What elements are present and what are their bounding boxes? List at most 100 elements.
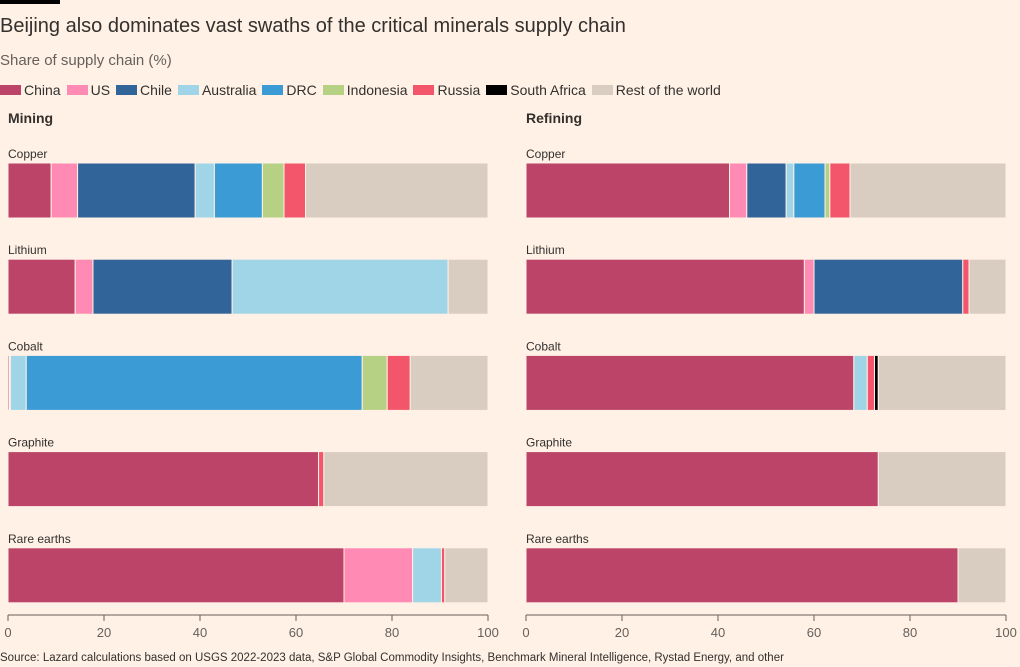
mining-bar-segment	[25, 354, 363, 411]
legend-item: Chile	[116, 82, 172, 98]
x-tick-label: 60	[289, 625, 303, 640]
category-label: Cobalt	[8, 339, 43, 353]
refining-bar-segment	[525, 451, 879, 508]
refining-bar-segment	[813, 258, 964, 315]
refining-bar-segment	[962, 258, 970, 315]
mining-bar-segment	[9, 354, 27, 411]
legend-label: Australia	[201, 82, 257, 98]
legend-label: US	[90, 82, 111, 98]
refining-bar-segment	[525, 354, 855, 411]
refining-bar-segment	[525, 547, 959, 604]
legend-swatch	[591, 85, 613, 95]
x-tick-label: 0	[522, 625, 529, 640]
legend-label: Russia	[437, 82, 481, 98]
mining-bar-segment	[7, 547, 345, 604]
mining-bar-segment	[7, 451, 320, 508]
legend-label: DRC	[286, 82, 317, 98]
legend-swatch	[262, 85, 284, 95]
x-tick-label: 80	[903, 625, 917, 640]
x-tick-label: 100	[995, 625, 1017, 640]
legend-item: US	[66, 82, 111, 98]
refining-bar-segment	[853, 354, 868, 411]
refining-bar-segment	[877, 451, 1007, 508]
category-label: Rare earths	[526, 532, 589, 546]
mining-bar-segment	[343, 547, 414, 604]
category-label: Copper	[526, 147, 565, 161]
refining-bar-segment	[785, 162, 795, 219]
mining-bar-segment	[318, 451, 325, 508]
panel-title-mining: Mining	[8, 110, 54, 126]
legend-swatch	[413, 85, 435, 95]
refining-bar-segment	[866, 354, 875, 411]
legend-swatch	[116, 85, 138, 95]
category-label: Copper	[8, 147, 47, 161]
legend-label: Chile	[140, 82, 172, 98]
refining-bar-segment	[824, 162, 831, 219]
refining-bar-segment	[746, 162, 787, 219]
mining-bar-segment	[77, 162, 196, 219]
mining-bar-segment	[305, 162, 489, 219]
legend-item: Rest of the world	[591, 82, 721, 98]
mining-bar-segment	[231, 258, 449, 315]
x-tick-label: 40	[711, 625, 725, 640]
legend-item: Indonesia	[322, 82, 408, 98]
mining-bar-segment	[92, 258, 233, 315]
refining-bar-segment	[525, 162, 731, 219]
mining-bar-segment	[409, 354, 489, 411]
category-label: Graphite	[8, 436, 54, 450]
source-note: Source: Lazard calculations based on USG…	[0, 652, 784, 664]
legend-label: China	[24, 82, 61, 98]
mining-bar-segment	[447, 258, 489, 315]
legend-swatch	[177, 85, 199, 95]
x-tick-label: 40	[193, 625, 207, 640]
refining-bar-segment	[873, 354, 879, 411]
x-tick-label: 20	[97, 625, 111, 640]
brand-bar	[0, 0, 60, 4]
refining-bar-segment	[877, 354, 1007, 411]
x-tick-label: 0	[4, 625, 11, 640]
category-label: Cobalt	[526, 339, 561, 353]
refining-bar-segment	[793, 162, 826, 219]
category-label: Lithium	[526, 243, 565, 257]
x-tick-label: 60	[807, 625, 821, 640]
refining-bar-segment	[829, 162, 851, 219]
mining-bar-segment	[213, 162, 263, 219]
chart-title: Beijing also dominates vast swaths of th…	[0, 15, 626, 37]
mining-bar-segment	[283, 162, 307, 219]
legend-label: Indonesia	[346, 82, 408, 98]
panel-title-refining: Refining	[526, 110, 582, 126]
x-tick-label: 100	[477, 625, 499, 640]
legend-item: China	[0, 82, 61, 98]
mining-bar-segment	[50, 162, 79, 219]
mining-bar-segment	[74, 258, 94, 315]
category-label: Rare earths	[8, 532, 71, 546]
chart-subtitle: Share of supply chain (%)	[0, 52, 172, 69]
mining-bar-segment	[361, 354, 388, 411]
legend-label: South Africa	[510, 82, 586, 98]
category-label: Graphite	[526, 436, 572, 450]
mining-bar-segment	[7, 162, 52, 219]
legend-swatch	[0, 85, 21, 95]
category-label: Lithium	[8, 243, 47, 257]
legend-item: DRC	[262, 82, 317, 98]
legend-item: Australia	[177, 82, 257, 98]
refining-bar-segment	[968, 258, 1007, 315]
mining-bar-segment	[412, 547, 442, 604]
mining-bar-segment	[440, 547, 446, 604]
mining-bar-segment	[444, 547, 489, 604]
mining-bar-segment	[7, 258, 76, 315]
legend-swatch	[66, 85, 88, 95]
x-tick-label: 80	[385, 625, 399, 640]
refining-bar-segment	[849, 162, 1007, 219]
legend-swatch	[486, 85, 508, 95]
refining-bar-segment	[957, 547, 1007, 604]
legend-item: Russia	[413, 82, 480, 98]
mining-bar-segment	[386, 354, 411, 411]
mining-bar-segment	[323, 451, 489, 508]
legend-item: South Africa	[486, 82, 586, 98]
refining-bar-segment	[525, 258, 805, 315]
mining-bar-segment	[194, 162, 215, 219]
refining-bar-segment	[803, 258, 815, 315]
refining-bar-segment	[729, 162, 748, 219]
